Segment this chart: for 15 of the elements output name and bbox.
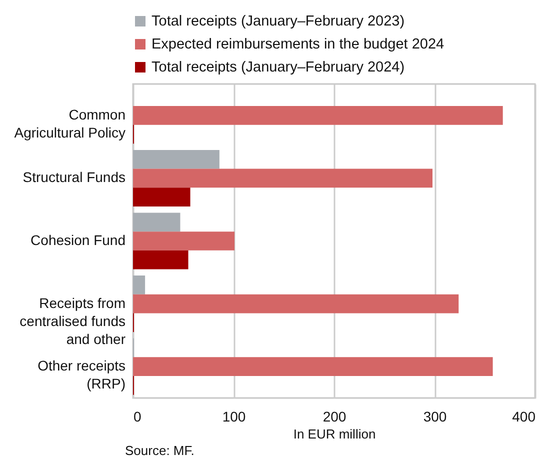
source-note: Source: MF.	[125, 443, 194, 458]
x-tick-label: 300	[423, 408, 447, 424]
x-tick-label: 400	[512, 408, 536, 424]
legend-label: Total receipts (January–February 2023)	[152, 13, 405, 30]
x-tick-label: 100	[222, 408, 246, 424]
y-tick-label: Structural Funds	[22, 169, 126, 186]
x-tick-label: 200	[322, 408, 346, 424]
y-tick-label: Other receipts (RRP)	[38, 358, 126, 392]
legend-label: Expected reimbursements in the budget 2024	[152, 36, 444, 52]
y-tick-label: Cohesion Fund	[30, 232, 126, 248]
y-tick-label: Receipts from centralised funds and other	[20, 294, 126, 347]
legend-label: Total receipts (January–February 2024)	[152, 59, 405, 76]
y-tick-label: Common Agricultural Policy	[14, 106, 126, 140]
x-tick-label: 0	[134, 408, 142, 424]
x-axis-title: In EUR million	[293, 426, 376, 442]
